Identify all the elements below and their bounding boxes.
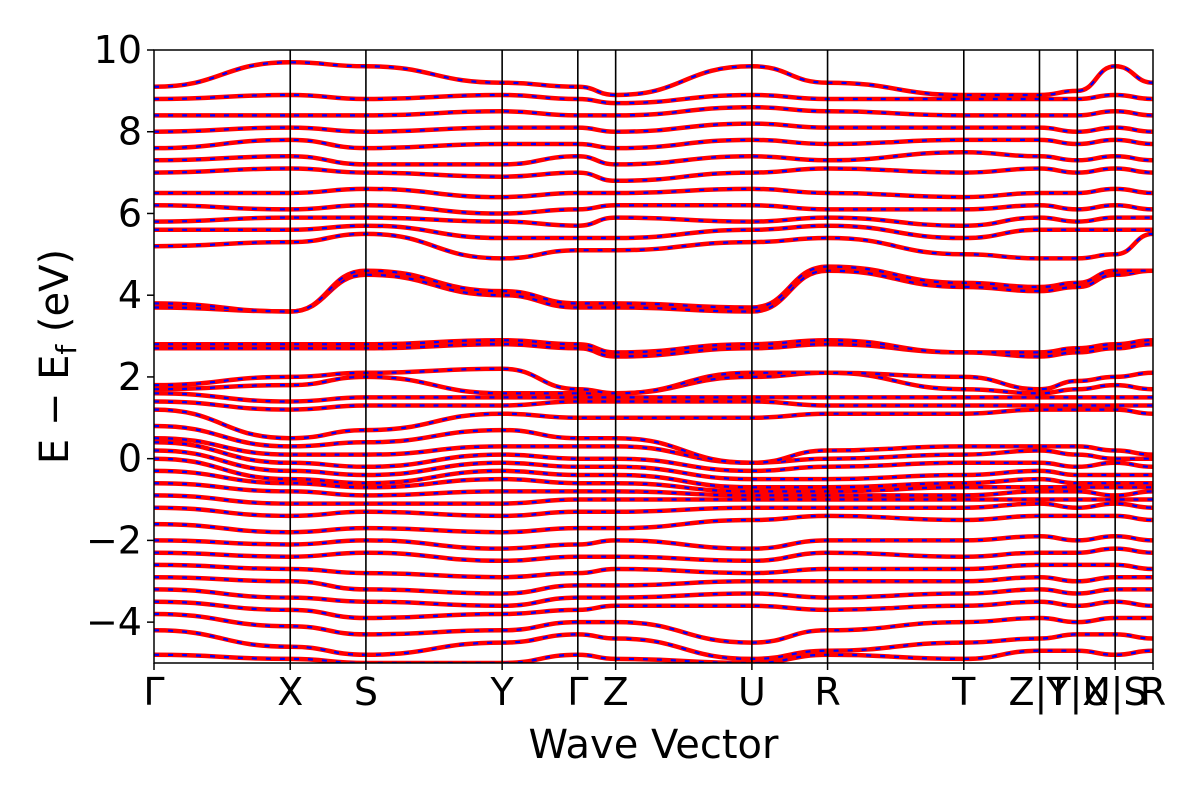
band-line-dashed-10 (154, 502, 1153, 518)
y-axis: −4 −2 0 2 4 6 8 10 (86, 28, 154, 644)
x-tick-label-6: U (738, 670, 766, 714)
x-tick-label-4: Γ (567, 670, 588, 714)
plot-area (154, 60, 1153, 663)
band-line-36 (154, 121, 1153, 134)
y-axis-title-unit: (eV) (32, 249, 78, 345)
x-tick-label-8: T (951, 670, 976, 714)
band-line-11 (154, 493, 1153, 506)
x-axis: Γ X S Y Γ Z U R T Z|TY|XU|SR (143, 663, 1166, 715)
band-line-18 (154, 423, 1153, 466)
band-line-dashed-6 (154, 563, 1153, 579)
band-line-dashed-38 (154, 93, 1153, 105)
band-line-0 (154, 648, 1153, 663)
band-line-dashed-37 (154, 106, 1153, 117)
kpoint-lines (289, 50, 1116, 663)
band-line-6 (154, 562, 1153, 580)
x-tick-label-11: U|S (1083, 670, 1148, 715)
band-line-30 (154, 215, 1153, 228)
band-line-dashed-11 (154, 494, 1153, 505)
band-line-dashed-20 (154, 400, 1153, 411)
band-line-dashed-2 (154, 612, 1153, 644)
band-line-dashed-16 (154, 441, 1153, 473)
x-tick-label-1: X (277, 670, 303, 714)
x-tick-label-10: Y|X (1045, 670, 1108, 715)
band-line-dashed-3 (154, 600, 1153, 620)
band-line-dashed-4 (154, 588, 1153, 607)
x-axis-title: Wave Vector (529, 722, 780, 768)
band-line-29 (154, 223, 1153, 241)
band-line-dashed-14 (154, 457, 1153, 489)
band-line-33 (154, 166, 1153, 184)
band-line-dashed-22 (154, 371, 1153, 395)
band-line-dashed-5 (154, 576, 1153, 595)
band-line-dashed-36 (154, 122, 1153, 133)
band-line-dashed-34 (154, 151, 1153, 166)
band-line-dashed-9 (154, 514, 1153, 534)
band-line-dashed-13 (154, 469, 1153, 493)
band-line-dashed-15 (154, 449, 1153, 481)
y-tick-label-0: −4 (86, 600, 142, 644)
band-line-25 (154, 337, 1153, 355)
band-line-dashed-31 (154, 204, 1153, 215)
x-tick-label-9: Z|T (1008, 670, 1071, 715)
x-tick-label-0: Γ (143, 670, 164, 714)
band-line-dashed-12 (154, 482, 1153, 497)
y-axis-title: E − Ef (eV) (32, 249, 83, 464)
band-line-dashed-8 (154, 535, 1153, 550)
band-line-dashed-7 (154, 547, 1153, 562)
band-line-26 (154, 268, 1153, 314)
band-line-dashed-25 (154, 339, 1153, 354)
band-line-8 (154, 534, 1153, 551)
band-line-7 (154, 546, 1153, 564)
band-line-32 (154, 186, 1153, 200)
plot-frame (153, 49, 1154, 664)
band-line-dashed-32 (154, 187, 1153, 199)
band-line-dashed-33 (154, 167, 1153, 182)
y-tick-label-5: 6 (118, 191, 142, 235)
x-tick-label-5: Z (603, 670, 629, 714)
band-line-23 (154, 366, 1153, 396)
y-axis-title-sub: f (50, 344, 83, 355)
x-tick-label-3: Y (490, 670, 515, 714)
band-line-9 (154, 513, 1153, 535)
band-line-dashed-28 (154, 232, 1153, 260)
band-line-19 (154, 407, 1153, 441)
band-line-dashed-30 (154, 216, 1153, 227)
band-line-35 (154, 137, 1153, 151)
band-line-dashed-24 (154, 343, 1153, 358)
y-tick-label-4: 4 (118, 273, 142, 317)
band-line-dashed-35 (154, 138, 1153, 150)
band-line-3 (154, 599, 1153, 621)
band-line-34 (154, 149, 1153, 167)
band-line-dashed-19 (154, 408, 1153, 440)
band-line-dashed-1 (154, 629, 1153, 661)
band-line-dashed-27 (154, 265, 1153, 313)
band-line-31 (154, 203, 1153, 216)
band-line-dashed-39 (154, 61, 1153, 97)
y-tick-label-1: −2 (86, 518, 142, 562)
x-tick-label-2: S (354, 670, 378, 714)
x-tick-label-7: R (814, 670, 840, 714)
y-tick-label-2: 0 (118, 437, 142, 481)
y-axis-title-main: E − E (32, 355, 78, 465)
y-tick-label-7: 10 (94, 28, 142, 72)
x-tick-label-12: R (1140, 670, 1166, 714)
band-line-dashed-21 (154, 392, 1153, 403)
band-line-37 (154, 104, 1153, 118)
y-tick-label-3: 2 (118, 355, 142, 399)
y-tick-label-6: 8 (118, 110, 142, 154)
